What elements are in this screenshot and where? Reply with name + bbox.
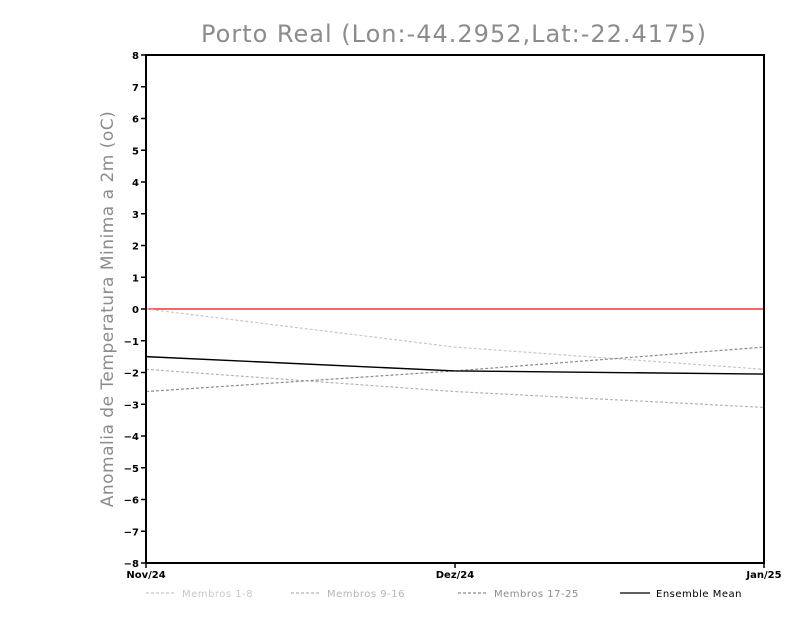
legend-label-1: Membros 1-8 — [182, 589, 253, 600]
legend-label-4: Ensemble Mean — [656, 589, 742, 600]
y-tick-label: −8 — [124, 559, 139, 570]
y-tick-label: −3 — [124, 400, 139, 411]
y-tick-label: 3 — [132, 210, 139, 221]
y-tick-label: 2 — [132, 242, 139, 253]
series-line-3 — [145, 346, 765, 393]
y-tick-label: −4 — [124, 432, 139, 443]
y-tick-label: −1 — [124, 337, 139, 348]
y-tick-label: −5 — [124, 464, 139, 475]
chart-title: Porto Real (Lon:-44.2952,Lat:-22.4175) — [201, 20, 707, 48]
y-tick-label: 5 — [132, 146, 139, 157]
y-tick-label: 8 — [132, 51, 139, 62]
series-line-4 — [145, 355, 765, 375]
y-axis-label: Anomalia de Temperatura Minima a 2m (oC) — [98, 111, 118, 508]
x-tick-label: Jan/25 — [745, 570, 781, 581]
y-tick-label: 1 — [132, 273, 139, 284]
series-line-1 — [145, 308, 765, 370]
legend: Membros 1-8 Membros 9-16 Membros 17-25 Ense… — [146, 589, 742, 600]
y-tick-label: 6 — [132, 115, 139, 126]
y-tick-label: 7 — [132, 83, 139, 94]
y-tick-label: 0 — [132, 305, 139, 316]
y-tick-label: −2 — [124, 369, 139, 380]
x-tick-label: Dez/24 — [436, 570, 475, 581]
y-tick-label: −6 — [124, 496, 139, 507]
legend-label-2: Membros 9-16 — [327, 589, 405, 600]
legend-label-3: Membros 17-25 — [494, 589, 579, 600]
y-tick-label: 4 — [132, 178, 139, 189]
y-tick-label: −7 — [124, 527, 139, 538]
series-line-2 — [145, 368, 765, 409]
x-tick-label: Nov/24 — [126, 570, 165, 581]
